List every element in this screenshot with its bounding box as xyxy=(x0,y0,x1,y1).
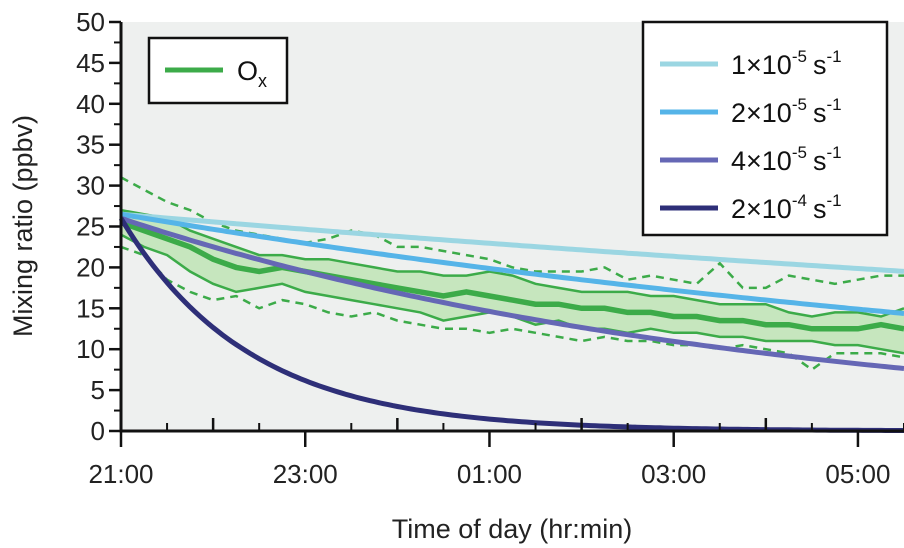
legend-series-4-unit-exp: -1 xyxy=(826,191,841,210)
legend-observed-label-main: O xyxy=(237,56,258,86)
y-tick-label: 25 xyxy=(76,212,105,242)
legend-observed-label: Ox xyxy=(237,56,267,91)
y-tick-label: 20 xyxy=(76,252,105,282)
x-tick-label: 23:00 xyxy=(273,459,338,489)
model-line-1 xyxy=(120,211,904,274)
legend-series-1-main: 1×10 xyxy=(731,50,792,80)
legend-series-1-unit: s xyxy=(813,50,827,80)
y-tick-label: 45 xyxy=(76,48,105,78)
model-line-3 xyxy=(120,215,904,371)
legend-models-box xyxy=(641,20,889,237)
y-tick-label: 35 xyxy=(76,130,105,160)
legend-models: 1×10-5 s-1 2×10-5 s-1 4×10-5 s-1 2×10-4 s-1 xyxy=(641,20,889,237)
legend-series-3-exp: -5 xyxy=(792,143,807,162)
legend-observed-label-sub: x xyxy=(258,71,267,91)
legend-series-2-exp: -5 xyxy=(792,95,807,114)
legend-series-2-label: 2×10-5 s-1 xyxy=(731,95,842,128)
y-axis-title: Mixing ratio (ppbv) xyxy=(8,115,38,337)
legend-series-4-exp: -4 xyxy=(792,191,807,210)
axes: 0 5 10 15 20 25 30 35 40 45 50 21:00 23:00 01:00 03:00… xyxy=(76,7,904,489)
legend-series-4-main: 2×10 xyxy=(731,194,792,224)
y-tick-label: 30 xyxy=(76,171,105,201)
y-tick-label: 40 xyxy=(76,89,105,119)
legend-series-1-exp: -5 xyxy=(792,47,807,66)
legend-series-4-unit: s xyxy=(813,194,827,224)
y-tick-label: 0 xyxy=(91,416,105,446)
x-tick-label: 01:00 xyxy=(457,459,522,489)
legend-series-3-label: 4×10-5 s-1 xyxy=(731,143,842,176)
legend-series-4-label: 2×10-4 s-1 xyxy=(731,191,842,224)
legend-observed: Ox xyxy=(147,36,289,105)
y-tick-label: 15 xyxy=(76,293,105,323)
x-tick-label: 03:00 xyxy=(641,459,706,489)
x-tick-label: 05:00 xyxy=(825,459,890,489)
legend-series-3-main: 4×10 xyxy=(731,146,792,176)
ox-median-line xyxy=(120,219,904,332)
legend-series-3-unit-exp: -1 xyxy=(826,143,841,162)
legend-series-1-label: 1×10-5 s-1 xyxy=(731,47,842,80)
legend-series-2-main: 2×10 xyxy=(731,98,792,128)
legend-series-2-unit-exp: -1 xyxy=(826,95,841,114)
legend-series-1-unit-exp: -1 xyxy=(826,47,841,66)
y-tick-label: 50 xyxy=(76,7,105,37)
ox-q75-line xyxy=(120,208,904,318)
legend-series-2-unit: s xyxy=(813,98,827,128)
x-tick-label: 21:00 xyxy=(88,459,153,489)
legend-series-3-unit: s xyxy=(813,146,827,176)
model-line-2 xyxy=(120,211,904,316)
x-axis-title: Time of day (hr:min) xyxy=(392,514,633,544)
y-tick-label: 5 xyxy=(91,375,105,405)
y-tick-label: 10 xyxy=(76,334,105,364)
